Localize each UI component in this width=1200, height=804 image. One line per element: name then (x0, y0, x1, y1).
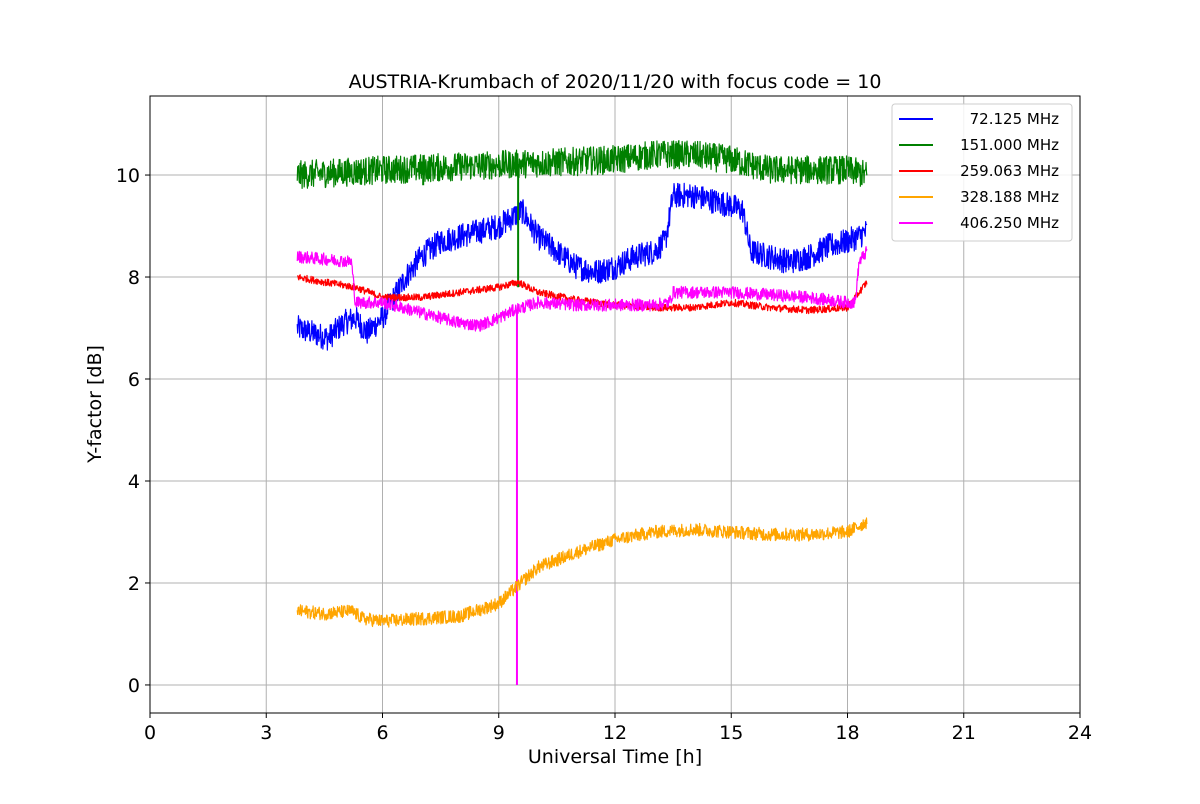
legend-label: 151.000 MHz (960, 136, 1059, 154)
legend-entry: 151.000 MHz (899, 136, 1059, 154)
series-layer (296, 140, 868, 685)
series-line (296, 140, 868, 189)
legend-entry: 72.125 MHz (899, 110, 1059, 128)
x-tick-label: 24 (1068, 722, 1092, 744)
series-line (296, 517, 868, 628)
y-axis-label: Y-factor [dB] (84, 345, 106, 464)
legend-label: 406.250 MHz (960, 214, 1059, 232)
legend-entry: 328.188 MHz (899, 188, 1059, 206)
series-328-188-mhz (296, 517, 868, 628)
x-tick-label: 6 (376, 722, 388, 744)
series-151-000-mhz (296, 140, 868, 288)
legend-label: 328.188 MHz (960, 188, 1059, 206)
x-tick-label: 18 (835, 722, 859, 744)
series-406-250-mhz (296, 246, 868, 685)
x-tick-label: 12 (603, 722, 627, 744)
x-axis-label: Universal Time [h] (528, 746, 702, 768)
y-tick-label: 0 (128, 675, 140, 697)
legend: 72.125 MHz 151.000 MHz 259.063 MHz 328.188 … (891, 103, 1073, 242)
x-tick-label: 21 (952, 722, 976, 744)
legend-label: 72.125 MHz (970, 110, 1059, 128)
x-tick-label: 0 (144, 722, 156, 744)
y-tick-label: 2 (128, 573, 140, 595)
legend-entry: 259.063 MHz (899, 162, 1059, 180)
y-tick-label: 10 (116, 165, 140, 187)
chart-title: AUSTRIA-Krumbach of 2020/11/20 with focu… (349, 71, 882, 93)
legend-frame (891, 103, 1073, 242)
legend-label: 259.063 MHz (960, 162, 1059, 180)
y-tick-label: 6 (128, 369, 140, 391)
x-tick-label: 15 (719, 722, 743, 744)
series-line (296, 246, 868, 332)
y-tick-label: 8 (128, 267, 140, 289)
legend-entry: 406.250 MHz (899, 214, 1059, 232)
x-tick-label: 9 (493, 722, 505, 744)
y-tick-label: 4 (128, 471, 140, 493)
x-tick-label: 3 (260, 722, 272, 744)
